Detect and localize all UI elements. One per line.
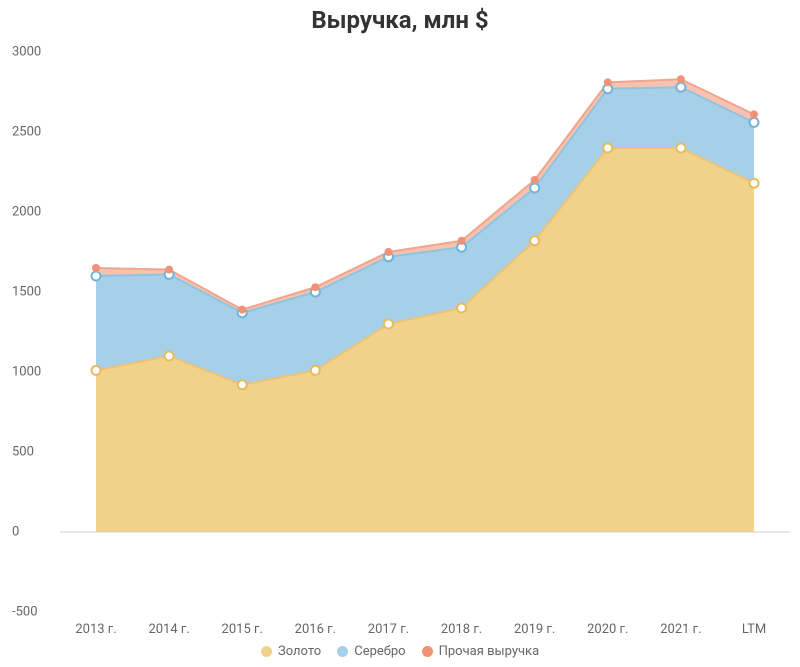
marker-Прочая выручка xyxy=(677,75,685,83)
legend-dot-icon xyxy=(261,646,272,657)
legend-item: Серебро xyxy=(337,644,405,659)
marker-Золото xyxy=(311,366,320,375)
marker-Прочая выручка xyxy=(750,110,758,118)
marker-Серебро xyxy=(530,184,539,193)
marker-Золото xyxy=(457,304,466,313)
marker-Прочая выручка xyxy=(458,237,466,245)
marker-Прочая выручка xyxy=(165,266,173,274)
marker-Серебро xyxy=(92,272,101,281)
marker-Золото xyxy=(530,236,539,245)
marker-Прочая выручка xyxy=(604,78,612,86)
marker-Прочая выручка xyxy=(531,176,539,184)
marker-Прочая выручка xyxy=(92,264,100,272)
legend-label: Золото xyxy=(278,644,321,659)
marker-Золото xyxy=(92,366,101,375)
marker-Золото xyxy=(676,144,685,153)
plot-area xyxy=(0,0,800,667)
legend-label: Серебро xyxy=(354,644,405,659)
marker-Золото xyxy=(750,179,759,188)
marker-Золото xyxy=(165,352,174,361)
marker-Прочая выручка xyxy=(384,248,392,256)
marker-Серебро xyxy=(676,83,685,92)
legend-item: Прочая выручка xyxy=(422,644,540,659)
legend-dot-icon xyxy=(337,646,348,657)
marker-Золото xyxy=(603,144,612,153)
legend-item: Золото xyxy=(261,644,321,659)
legend-label: Прочая выручка xyxy=(439,644,540,659)
marker-Золото xyxy=(238,380,247,389)
revenue-chart: Выручка, млн $ -500050010001500200025003… xyxy=(0,0,800,667)
legend-dot-icon xyxy=(422,646,433,657)
marker-Прочая выручка xyxy=(311,283,319,291)
marker-Прочая выручка xyxy=(238,306,246,314)
marker-Серебро xyxy=(750,118,759,127)
marker-Золото xyxy=(384,320,393,329)
legend: Золото Серебро Прочая выручка xyxy=(261,644,539,659)
